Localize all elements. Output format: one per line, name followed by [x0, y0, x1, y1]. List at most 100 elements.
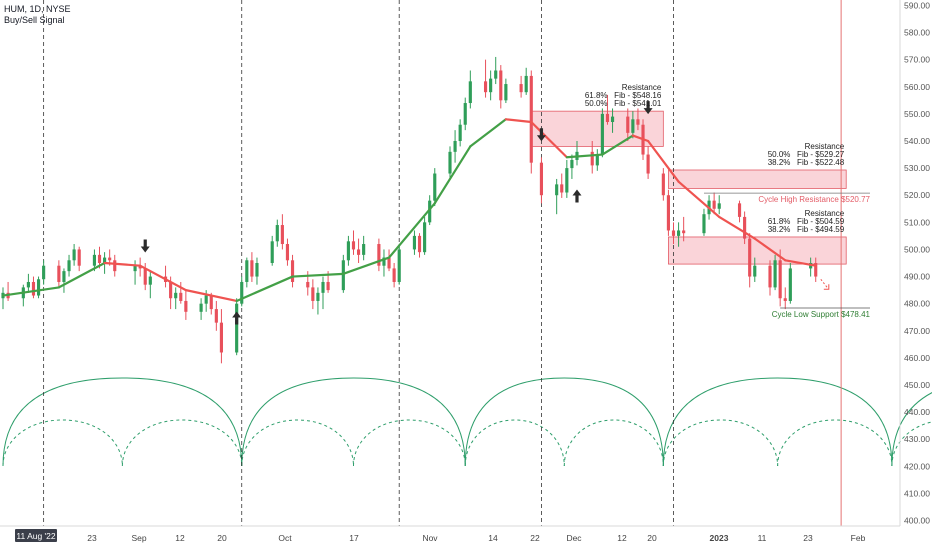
- cycle-arcs: [2, 377, 932, 467]
- candle-body: [560, 184, 564, 193]
- candle-body: [565, 168, 569, 193]
- candle-body: [453, 140, 457, 152]
- candle-body: [311, 287, 315, 301]
- fib-label: 61.8% Fib - $548.16: [585, 91, 662, 100]
- candle-body: [631, 119, 635, 133]
- time-tick-label: Nov: [422, 533, 438, 543]
- sell-arrow-icon: [643, 101, 653, 115]
- time-tick-label: 23: [803, 533, 813, 543]
- candle-body: [743, 216, 747, 239]
- candle-body: [448, 151, 452, 174]
- cycle-arc: [891, 392, 932, 467]
- signal-line-segment: [342, 256, 391, 275]
- time-axis[interactable]: 11 Aug '22 23 Sep 12 20 Oct 17 Nov 14 22 Dec 12 20 20…: [0, 525, 900, 543]
- price-tick-label: 450.00: [904, 380, 930, 390]
- time-tick-label: 20: [647, 533, 657, 543]
- candle-body: [113, 260, 117, 272]
- time-tick-label: 12: [175, 533, 185, 543]
- candle-body: [768, 265, 772, 288]
- candle-body: [214, 309, 218, 323]
- candle-body: [179, 292, 183, 301]
- candle-body: [356, 249, 361, 255]
- price-tick-label: 590.00: [904, 0, 930, 10]
- candle-body: [77, 249, 81, 266]
- candle-body: [72, 249, 76, 261]
- candle-body: [184, 300, 188, 312]
- candle-body: [529, 75, 533, 163]
- zone-label: Resistance: [805, 209, 845, 218]
- signal-line-segment: [784, 259, 817, 267]
- price-tick-label: 570.00: [904, 55, 930, 65]
- candle-body: [626, 116, 630, 133]
- signal-line-segment: [103, 261, 142, 267]
- cycle-arc: [241, 377, 466, 467]
- cycle-arc: [662, 377, 893, 467]
- candle-body: [489, 78, 493, 93]
- candle-body: [753, 265, 757, 277]
- resistance-zone: [668, 169, 847, 189]
- candle-body: [326, 281, 330, 291]
- price-tick-label: 490.00: [904, 272, 930, 282]
- signal-line-segment: [504, 118, 533, 124]
- price-tick-label: 480.00: [904, 299, 930, 309]
- candle-body: [138, 265, 142, 269]
- candle-body: [377, 244, 381, 266]
- time-tick-label: 14: [488, 533, 498, 543]
- price-tick-label: 540.00: [904, 136, 930, 146]
- price-tick-label: 440.00: [904, 407, 930, 417]
- level-label: Cycle High Resistance $520.77: [758, 195, 870, 204]
- time-tick-label: Dec: [566, 533, 582, 543]
- candle-body: [280, 225, 284, 245]
- candle-body: [26, 281, 30, 288]
- date-badge: [15, 529, 57, 542]
- candle-body: [610, 116, 615, 123]
- cycle-half-arc: [563, 419, 664, 467]
- price-axis[interactable]: 400.00 410.00 420.00 430.00 440.00 450.00 460.…: [899, 0, 930, 526]
- price-tick-label: 520.00: [904, 190, 930, 200]
- candle-body: [519, 84, 523, 93]
- signal-line-segment: [387, 202, 436, 259]
- zone-label: Resistance: [805, 142, 845, 151]
- candle-body: [499, 70, 503, 101]
- candle-body: [97, 254, 102, 263]
- signal-line-segment: [601, 134, 634, 156]
- candle-body: [671, 230, 676, 236]
- candle-body: [275, 225, 279, 242]
- candle-body: [290, 260, 295, 282]
- candle-body: [483, 81, 488, 93]
- candle-body: [148, 276, 152, 285]
- time-tick-label: 17: [349, 533, 359, 543]
- candle-body: [712, 200, 716, 209]
- candle-body: [255, 263, 259, 277]
- candle-body: [362, 244, 366, 255]
- candle-body: [773, 260, 777, 288]
- candle-body: [600, 113, 604, 155]
- resistance-zone: [530, 110, 664, 147]
- time-tick-label: 23: [87, 533, 97, 543]
- candle-body: [351, 241, 356, 250]
- fib-label: 61.8% Fib - $504.59: [768, 217, 845, 226]
- candle-body: [240, 281, 244, 304]
- price-tick-label: 580.00: [904, 28, 930, 38]
- signal-line-segment: [565, 153, 604, 159]
- price-tick-label: 500.00: [904, 244, 930, 254]
- signal-arrows: [140, 101, 830, 325]
- signal-line-segment: [753, 237, 787, 262]
- candle-body: [57, 265, 61, 282]
- candle-body: [143, 268, 147, 285]
- signal-line-segment: [57, 261, 106, 289]
- fib-label: 38.2% Fib - $494.59: [768, 225, 845, 234]
- candle-body: [341, 260, 345, 291]
- buy-arrow-icon: [572, 189, 582, 203]
- candle-body: [717, 203, 721, 209]
- candle-body: [199, 303, 203, 312]
- candle-body: [423, 222, 427, 253]
- price-tick-label: 430.00: [904, 434, 930, 444]
- level-label: Cycle Low Support $478.41: [772, 310, 871, 319]
- candle-body: [392, 268, 396, 282]
- candle-body: [636, 119, 640, 125]
- candle-body: [382, 257, 386, 266]
- candle-body: [397, 249, 401, 282]
- price-tick-label: 470.00: [904, 326, 930, 336]
